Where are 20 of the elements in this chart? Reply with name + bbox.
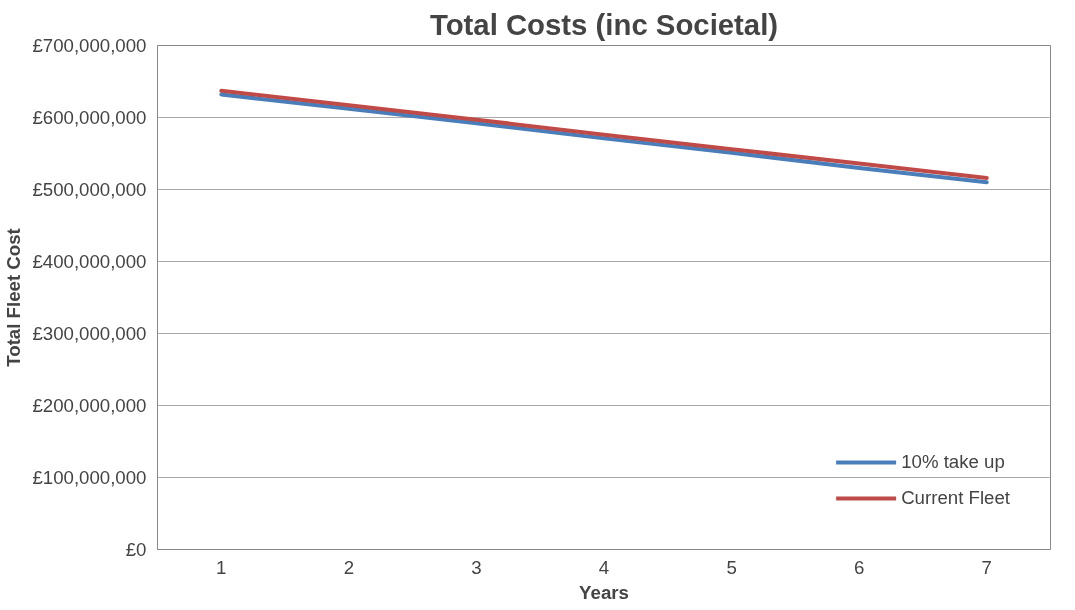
y-tick-label: £100,000,000	[32, 467, 147, 488]
y-tick-label: £400,000,000	[32, 251, 147, 272]
y-tick-label: £600,000,000	[32, 107, 147, 128]
y-tick-label: £700,000,000	[32, 35, 147, 56]
x-tick-label: 6	[853, 556, 865, 578]
x-tick-label: 1	[216, 556, 227, 578]
x-tick-label: 7	[981, 556, 992, 578]
x-tick-label: 2	[343, 556, 355, 578]
y-tick-label: £500,000,000	[32, 179, 147, 200]
legend-label: 10% take up	[901, 451, 1005, 473]
y-tick-label: £200,000,000	[32, 395, 147, 416]
chart-title: Total Costs (inc Societal)	[429, 7, 779, 41]
y-tick-label: £0	[125, 539, 147, 560]
y-tick-label: £300,000,000	[32, 323, 147, 344]
x-tick-label: 5	[726, 556, 737, 578]
x-tick-label: 4	[598, 556, 610, 578]
legend-label: Current Fleet	[901, 487, 1010, 509]
y-axis-title: Total Fleet Cost	[3, 228, 25, 367]
x-tick-label: 3	[471, 556, 482, 578]
x-axis-title: Years	[579, 581, 629, 603]
